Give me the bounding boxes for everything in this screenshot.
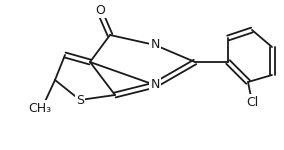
Text: Cl: Cl — [246, 96, 258, 108]
Text: N: N — [150, 39, 160, 51]
Text: O: O — [95, 3, 105, 16]
Text: CH₃: CH₃ — [28, 102, 52, 114]
Text: S: S — [76, 93, 84, 106]
Text: N: N — [150, 78, 160, 92]
